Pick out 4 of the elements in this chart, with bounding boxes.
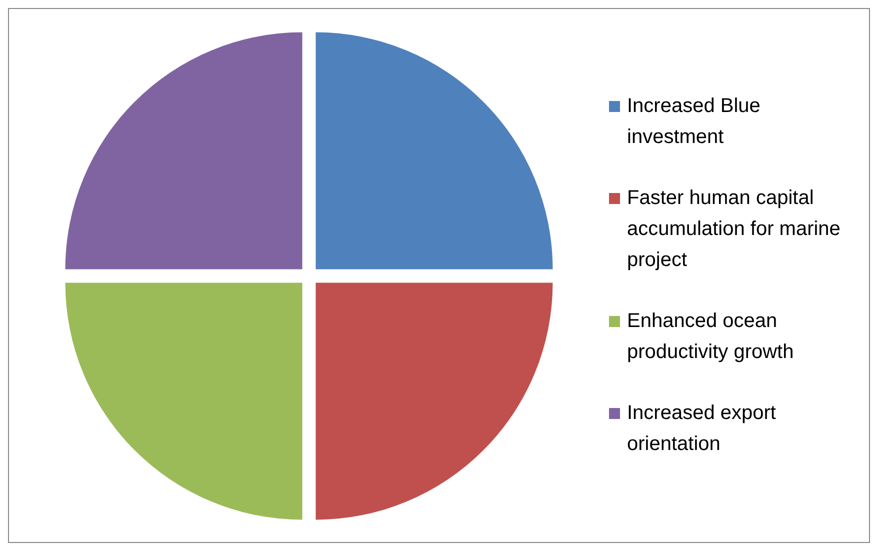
legend-label: Enhanced ocean productivity growth (627, 309, 795, 365)
legend-label: Faster human capital accumulation for marine project (627, 186, 842, 273)
legend-label: Increased export orientation (627, 401, 777, 457)
legend-label: Increased Blue investment (627, 94, 762, 150)
